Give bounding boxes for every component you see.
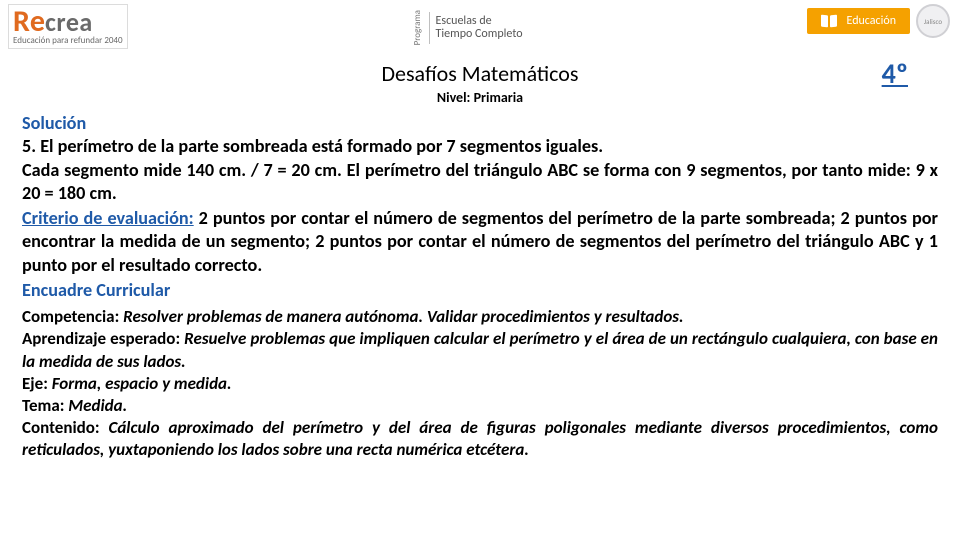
programa-line1: Escuelas de	[436, 15, 523, 28]
divider	[429, 12, 430, 44]
programa-logo: Programa Escuelas de Tiempo Completo	[412, 4, 523, 45]
jalisco-seal-icon: Jalisco	[916, 4, 950, 38]
educacion-badge: Educación	[807, 8, 910, 34]
contenido-text: Cálculo aproximado del perímetro y del á…	[22, 417, 938, 460]
competencia-text: Resolver problemas de manera autónoma. V…	[123, 306, 683, 327]
badge-text: Educación	[847, 14, 896, 28]
recrea-tagline: Educación para refundar 2040	[13, 35, 123, 46]
recrea-letter-r: R	[13, 7, 30, 37]
eje-label: Eje:	[22, 373, 52, 394]
book-icon	[821, 15, 837, 27]
criterio-label: Criterio de evaluación:	[22, 207, 194, 229]
badge-area: Educación Jalisco	[807, 4, 950, 38]
grade-indicator: 4º	[882, 56, 908, 91]
programa-line2: Tiempo Completo	[436, 28, 523, 41]
tema-label: Tema:	[22, 395, 68, 416]
seal-text: Jalisco	[924, 17, 942, 26]
eje-text: Forma, espacio y medida.	[52, 373, 232, 394]
solution-heading: Solución	[22, 112, 86, 134]
curricular-heading: Encuadre Curricular	[22, 279, 170, 301]
recrea-rest: crea	[45, 9, 93, 35]
contenido-label: Contenido:	[22, 417, 109, 438]
title-row: Desafíos Matemáticos 4º	[0, 60, 960, 87]
header-bar: R e crea Educación para refundar 2040 Pr…	[0, 0, 960, 56]
competencia-label: Competencia:	[22, 306, 123, 327]
level-subtitle: Nivel: Primaria	[0, 89, 960, 106]
aprendizaje-label: Aprendizaje esperado:	[22, 328, 184, 349]
solution-line2: Cada segmento mide 140 cm. / 7 = 20 cm. …	[22, 159, 938, 206]
solution-line1: 5. El perímetro de la parte sombreada es…	[22, 135, 938, 158]
page-title: Desafíos Matemáticos	[381, 60, 578, 87]
recrea-logo: R e crea Educación para refundar 2040	[8, 4, 128, 49]
recrea-letter-e: e	[30, 7, 45, 37]
programa-side-label: Programa	[412, 10, 423, 45]
content-body: Solución 5. El perímetro de la parte som…	[0, 106, 960, 461]
tema-text: Medida.	[68, 395, 127, 416]
